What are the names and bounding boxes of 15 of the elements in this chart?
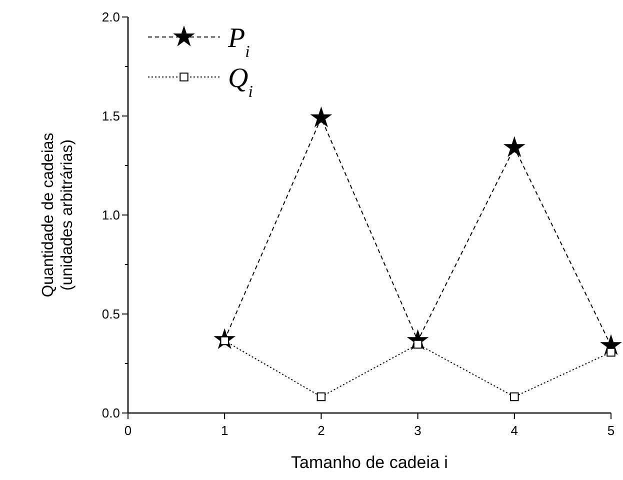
y-tick-label: 0.5: [102, 306, 120, 322]
x-tick-label: 5: [607, 423, 615, 438]
legend-label: P$_{i}$: [227, 23, 250, 60]
y-tick-label: 0.0: [102, 406, 120, 421]
legend-label: Q$_{i}$: [228, 63, 254, 100]
x-tick-label: 3: [414, 423, 422, 438]
x-axis-title: Tamanho de cadeia i: [291, 453, 448, 472]
x-tick-label: 4: [510, 423, 518, 438]
x-tick-label: 0: [124, 423, 132, 438]
y-tick-label: 1.5: [102, 108, 120, 124]
x-tick-label: 1: [220, 423, 228, 438]
y-axis-title: Quantidade de cadeias (unidades arbitrárias): [40, 132, 76, 298]
y-tick-label: 2.0: [102, 10, 120, 25]
y-tick-label: 1.0: [102, 208, 120, 223]
x-tick-label: 2: [318, 423, 325, 438]
